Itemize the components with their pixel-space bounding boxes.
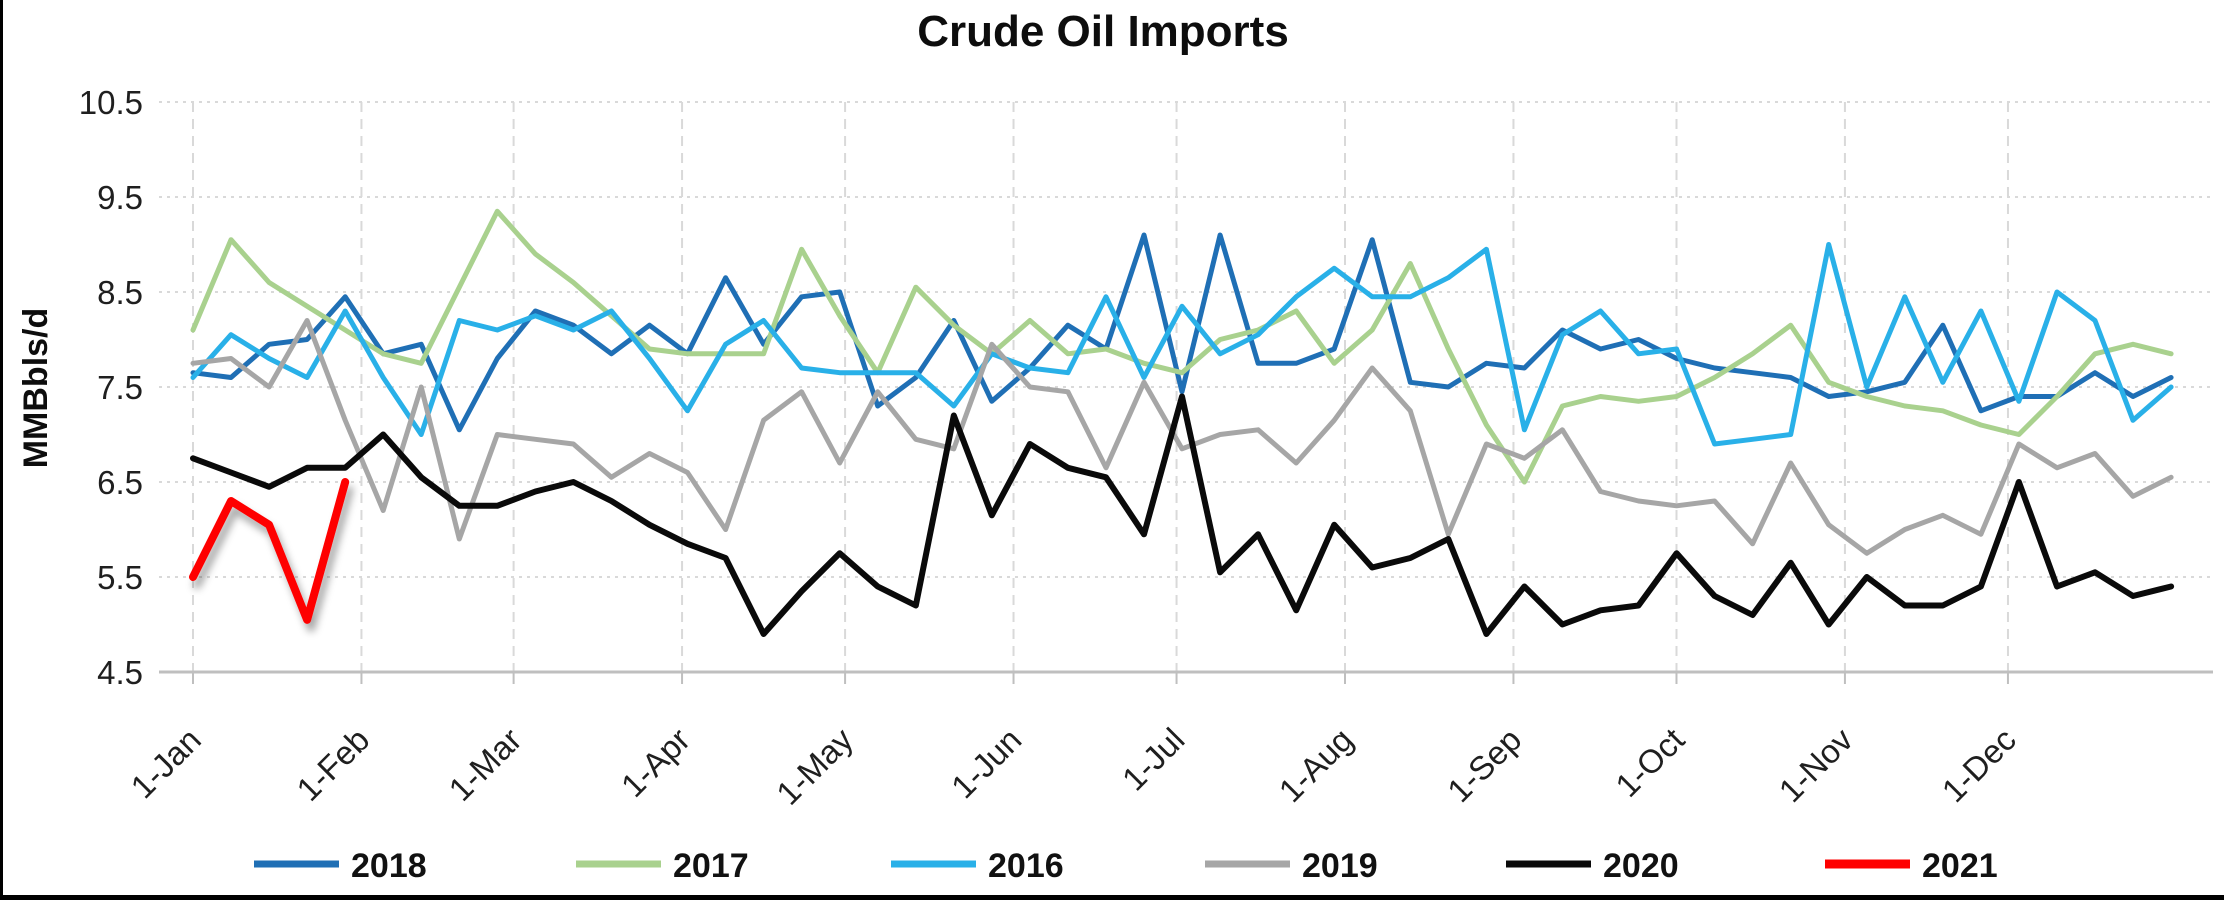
x-axis-tick-labels: 1-Jan 1-Feb 1-Mar 1-Apr 1-May 1-Jun 1-Jul 1-Aug… — [123, 720, 2022, 811]
series-line-2021 — [189, 478, 350, 624]
y-axis-tick-labels: 10.5 9.5 8.5 7.5 6.5 5.5 4.5 — [79, 84, 143, 691]
x-tick-label: 1-Nov — [1771, 720, 1860, 809]
x-tick-label: 1-Jul — [1115, 721, 1192, 798]
y-axis-title: MMBbls/d — [17, 308, 55, 469]
x-tick-label: 1-Mar — [441, 721, 528, 808]
y-tick-label: 7.5 — [97, 369, 143, 406]
series-lines — [189, 208, 2175, 637]
legend: 2018 2017 2016 2019 2020 2021 — [254, 847, 1998, 885]
x-tick-label: 1-Feb — [289, 721, 376, 808]
x-tick-label: 1-Dec — [1934, 721, 2022, 809]
series-line-2017 — [190, 208, 2174, 485]
legend-label-2016: 2016 — [988, 847, 1064, 885]
x-tick-label: 1-May — [769, 720, 860, 811]
y-tick-label: 8.5 — [97, 274, 143, 311]
chart-canvas: Crude Oil Imports MMBbls/d 10.5 9.5 8.5 7.5… — [17, 7, 2213, 885]
series-line-2018 — [190, 232, 2174, 433]
x-tick-label: 1-Jun — [944, 721, 1029, 806]
y-tick-label: 10.5 — [79, 84, 143, 121]
legend-label-2018: 2018 — [351, 847, 427, 885]
legend-label-2020: 2020 — [1603, 847, 1679, 885]
crude-oil-imports-chart: Crude Oil Imports MMBbls/d 10.5 9.5 8.5 7.5… — [3, 0, 2224, 900]
y-tick-label: 4.5 — [97, 654, 143, 691]
horizontal-gridlines — [159, 101, 2213, 673]
x-tick-label: 1-Sep — [1440, 721, 1528, 809]
vertical-gridlines — [192, 102, 2009, 672]
series-line-2019 — [190, 318, 2174, 556]
x-tick-label: 1-Aug — [1272, 721, 1360, 809]
legend-label-2019: 2019 — [1302, 847, 1378, 885]
x-axis-line — [159, 670, 2213, 684]
y-tick-label: 9.5 — [97, 179, 143, 216]
y-tick-label: 5.5 — [97, 559, 143, 596]
x-tick-label: 1-Apr — [614, 721, 697, 804]
series-line-2016 — [190, 242, 2174, 447]
series-line-2020 — [190, 393, 2175, 637]
x-tick-label: 1-Oct — [1608, 721, 1691, 804]
legend-label-2017: 2017 — [673, 847, 749, 885]
y-tick-label: 6.5 — [97, 464, 143, 501]
chart-title: Crude Oil Imports — [917, 7, 1289, 56]
x-tick-label: 1-Jan — [123, 721, 208, 806]
legend-label-2021: 2021 — [1922, 847, 1998, 885]
